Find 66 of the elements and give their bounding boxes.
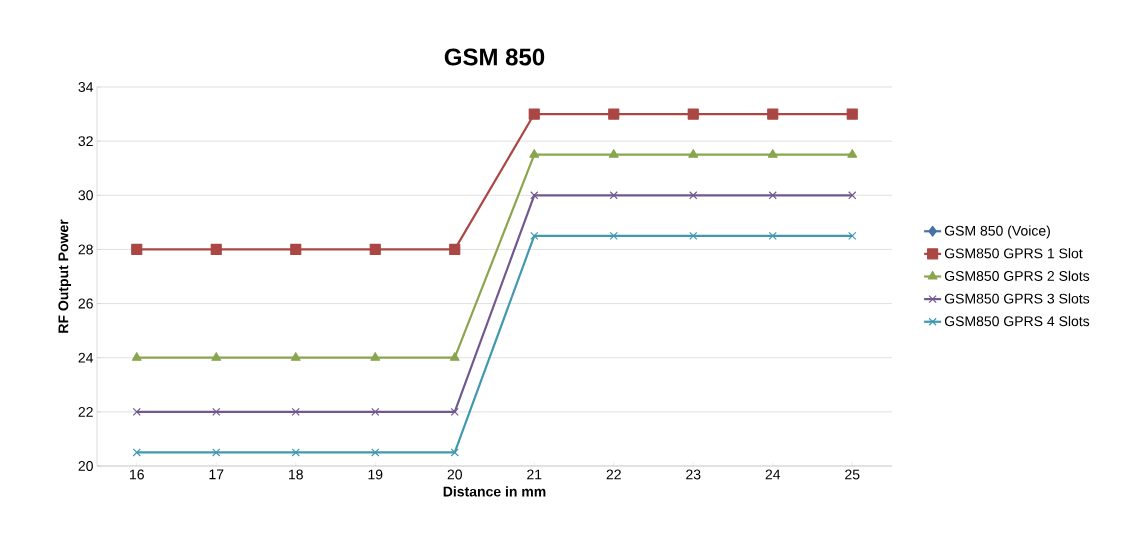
y-tick-label: 20 xyxy=(78,461,93,471)
x-tick-label: 23 xyxy=(686,469,701,480)
point xyxy=(132,448,141,457)
point xyxy=(847,149,858,158)
point xyxy=(608,149,619,158)
point xyxy=(767,149,778,158)
point xyxy=(450,407,459,416)
y-tick-label: 28 xyxy=(78,244,93,255)
x-tick-label: 24 xyxy=(765,469,781,480)
point xyxy=(529,149,540,158)
point xyxy=(450,448,459,457)
point xyxy=(131,243,143,256)
legend-label: GSM 850 (Voice) xyxy=(944,225,1050,239)
point xyxy=(848,231,857,241)
x-tick-label: 17 xyxy=(209,469,224,480)
point xyxy=(371,407,380,416)
legend-label: GSM850 GPRS 3 Slots xyxy=(944,293,1090,304)
point xyxy=(449,243,461,256)
x-tick-label: 25 xyxy=(845,469,860,480)
point xyxy=(846,108,858,120)
x-tick-label: 19 xyxy=(368,469,383,480)
x-tick-label: 16 xyxy=(130,469,144,480)
point xyxy=(530,231,539,241)
point xyxy=(370,352,381,361)
x-tick-label: 20 xyxy=(447,469,462,480)
y-tick-label: 22 xyxy=(78,406,93,417)
point xyxy=(212,448,221,457)
y-tick-label: 26 xyxy=(78,298,93,309)
point xyxy=(687,108,699,120)
point xyxy=(291,448,300,457)
y-tick-label: 34 xyxy=(78,82,94,92)
point xyxy=(291,407,300,416)
legend-label: GSM850 GPRS 1 Slot xyxy=(944,248,1083,259)
point xyxy=(768,191,777,200)
point xyxy=(290,352,301,361)
point xyxy=(767,108,779,120)
x-tick-label: 22 xyxy=(606,469,621,480)
point xyxy=(449,352,460,361)
y-tick-label: 24 xyxy=(78,352,94,363)
point xyxy=(609,191,618,200)
point xyxy=(132,407,141,416)
point xyxy=(608,108,620,120)
point xyxy=(768,231,777,241)
point xyxy=(848,191,857,200)
chart-title: GSM 850 xyxy=(444,48,545,66)
point xyxy=(210,243,222,256)
y-tick-label: 30 xyxy=(78,190,93,201)
legend-label: GSM850 GPRS 2 Slots xyxy=(944,270,1090,281)
x-tick-label: 21 xyxy=(527,469,542,480)
y-axis-title: RF Output Power xyxy=(58,219,72,333)
point xyxy=(290,243,302,256)
point xyxy=(528,108,540,120)
x-axis-title: Distance in mm xyxy=(443,486,546,497)
point xyxy=(371,448,380,457)
y-tick-label: 32 xyxy=(78,136,93,147)
point xyxy=(689,231,698,241)
x-tick-label: 18 xyxy=(289,469,303,480)
point xyxy=(688,149,699,158)
point xyxy=(211,352,222,361)
point xyxy=(609,231,618,241)
point xyxy=(530,191,539,200)
point xyxy=(212,407,221,416)
legend-label: GSM850 GPRS 4 Slots xyxy=(944,315,1090,327)
point xyxy=(689,191,698,200)
point xyxy=(131,352,142,361)
point xyxy=(369,243,381,256)
